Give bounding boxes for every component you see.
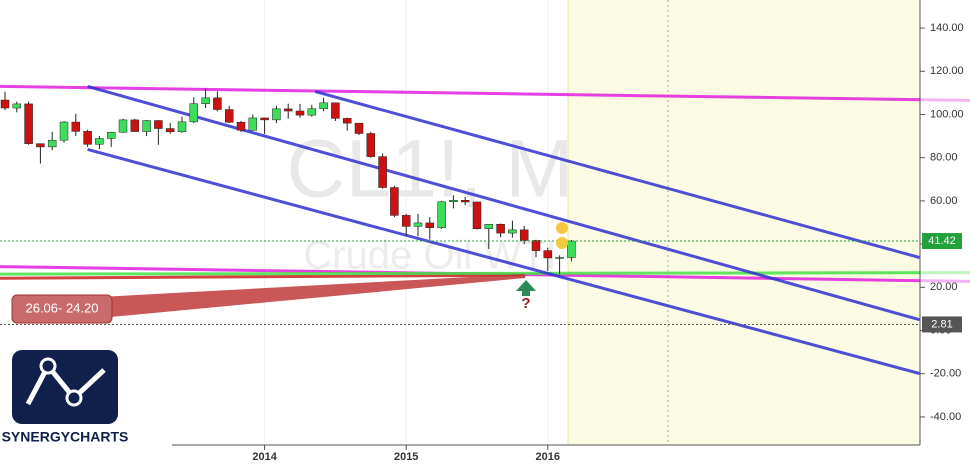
- candle-body: [342, 118, 352, 124]
- candle-body: [319, 102, 328, 109]
- candle-body: [36, 143, 45, 148]
- candle-body: [12, 103, 22, 109]
- y-tick-label: -20.00: [930, 368, 961, 380]
- candle-body: [248, 117, 258, 131]
- logo-node: [39, 357, 57, 375]
- y-tick-label: 140.00: [930, 22, 964, 34]
- watermark-symbol: CL1!, M: [286, 124, 573, 215]
- callout-text: 26.06- 24.20: [25, 300, 98, 315]
- trend-lines: [0, 84, 970, 375]
- y-tick-label: 100.00: [930, 108, 964, 120]
- logo: SYNERGYCHARTS: [2, 350, 129, 445]
- signal-dot: [556, 222, 568, 234]
- question-mark: ?: [521, 295, 530, 312]
- candle-body: [449, 200, 458, 203]
- candle-body: [283, 108, 293, 112]
- candle-body: [24, 103, 33, 144]
- candle-body: [555, 257, 564, 259]
- trend-line: [87, 84, 920, 322]
- axis-labels: 140.00120.00100.0080.0060.0040.0020.000.…: [252, 22, 963, 463]
- candle-body: [260, 117, 269, 121]
- trend-line: [0, 271, 970, 276]
- candle-body: [366, 133, 376, 157]
- candle-body: [189, 103, 199, 123]
- candle-body: [47, 139, 57, 148]
- candle-body: [378, 156, 387, 188]
- callout-box: [11, 294, 113, 324]
- candle-body: [307, 108, 317, 116]
- candle-body: [213, 97, 222, 110]
- candle-body: [543, 250, 553, 259]
- price-box: [922, 233, 962, 250]
- candle-body: [0, 99, 10, 109]
- candle-body: [130, 119, 140, 132]
- candle-body: [460, 200, 470, 203]
- candle-body: [496, 223, 505, 234]
- candle-body: [165, 128, 175, 133]
- trend-line: [87, 148, 920, 375]
- candle-body: [236, 122, 246, 131]
- candle-body: [118, 119, 128, 133]
- x-tick-label: 2016: [536, 451, 560, 463]
- candle-body: [201, 97, 210, 104]
- candle-body: [390, 187, 399, 216]
- trend-line: [0, 273, 526, 280]
- logo-text: SYNERGYCHARTS: [2, 429, 129, 445]
- candle-body: [413, 222, 423, 227]
- candle-body: [142, 120, 151, 132]
- y-tick-label: -40.00: [930, 411, 961, 423]
- trend-line: [314, 90, 920, 259]
- candle-body: [354, 122, 364, 134]
- y-tick-label: 80.00: [930, 152, 958, 164]
- candle-body: [177, 121, 187, 133]
- candle-body: [401, 215, 411, 227]
- candle-body: [531, 240, 541, 251]
- price-lines: [0, 240, 920, 325]
- candle-body: [519, 229, 529, 241]
- y-tick-label: 60.00: [930, 195, 958, 207]
- y-tick-label: 120.00: [930, 65, 964, 77]
- candle-body: [59, 121, 69, 141]
- candle-body: [484, 223, 494, 230]
- callout-pointer: [100, 274, 525, 318]
- future-zone: [568, 0, 920, 445]
- candles: [0, 88, 576, 275]
- candle-body: [331, 102, 340, 119]
- candle-body: [295, 110, 305, 116]
- candle-body: [567, 240, 576, 258]
- candle-body: [71, 121, 81, 132]
- candle-body: [154, 120, 163, 129]
- y-tick-label: 20.00: [930, 281, 958, 293]
- arrow-up: [516, 280, 536, 296]
- candle-body: [83, 131, 92, 145]
- candle-body: [95, 138, 104, 145]
- candle-body: [508, 229, 517, 234]
- candle-body: [437, 201, 446, 228]
- candle-body: [272, 108, 281, 121]
- candle-body: [106, 131, 116, 139]
- price-label: 2.81: [931, 318, 952, 330]
- logo-node: [65, 389, 83, 407]
- candle-body: [425, 222, 435, 228]
- price-box: [922, 316, 962, 333]
- candle-body: [472, 201, 482, 230]
- price-label: 41.42: [928, 235, 956, 247]
- trend-line: [0, 84, 970, 102]
- signal-dot: [556, 237, 568, 249]
- x-tick-label: 2014: [252, 451, 277, 463]
- logo-graph: [25, 361, 106, 406]
- x-tick-label: 2015: [394, 451, 418, 463]
- candle-body: [224, 109, 234, 123]
